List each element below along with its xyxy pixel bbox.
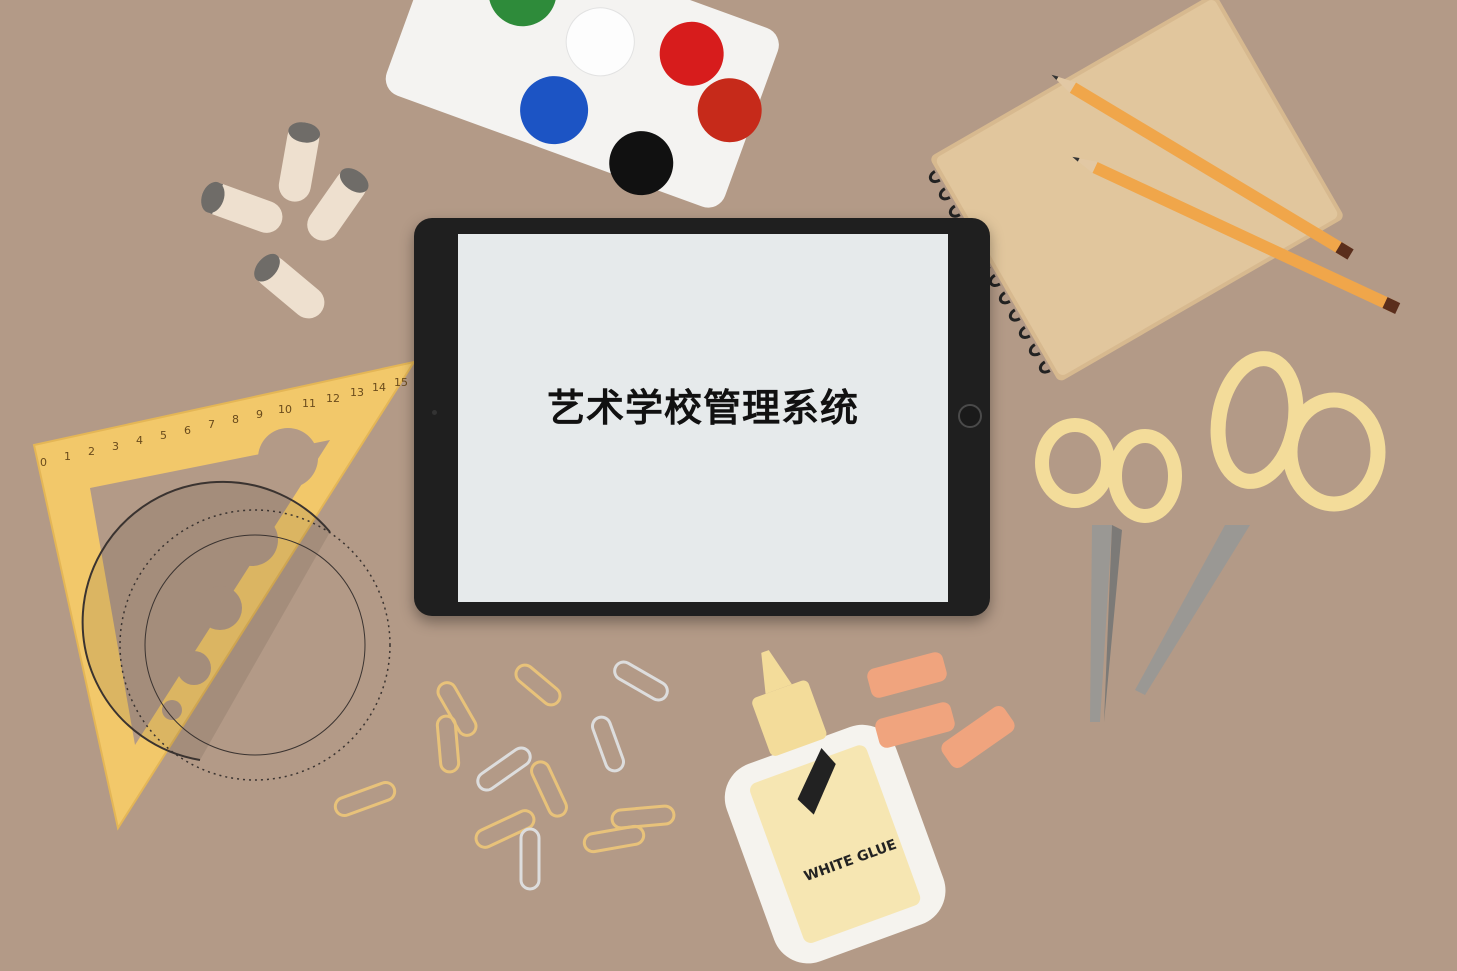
capsule-erasers bbox=[201, 122, 369, 319]
paper-clips bbox=[333, 660, 676, 891]
svg-text:1: 1 bbox=[64, 450, 71, 463]
page-title: 艺术学校管理系统 bbox=[546, 385, 859, 430]
svg-text:14: 14 bbox=[372, 381, 386, 394]
svg-text:6: 6 bbox=[184, 424, 191, 437]
svg-text:13: 13 bbox=[350, 386, 364, 399]
protractor bbox=[81, 480, 391, 781]
svg-text:0: 0 bbox=[40, 456, 47, 469]
svg-text:10: 10 bbox=[278, 403, 292, 416]
svg-text:3: 3 bbox=[112, 440, 119, 453]
scissors-large bbox=[1135, 351, 1386, 695]
svg-text:5: 5 bbox=[160, 429, 167, 442]
watercolor-palette bbox=[385, 0, 779, 208]
svg-text:15: 15 bbox=[394, 376, 408, 389]
scissors-small bbox=[1035, 418, 1182, 722]
svg-text:4: 4 bbox=[136, 434, 143, 447]
tablet: 艺术学校管理系统 bbox=[414, 218, 990, 616]
svg-text:7: 7 bbox=[208, 418, 215, 431]
glue-bottle: WHITE GLUE bbox=[724, 650, 946, 964]
svg-text:8: 8 bbox=[232, 413, 239, 426]
tablet-camera bbox=[432, 410, 437, 415]
svg-text:9: 9 bbox=[256, 408, 263, 421]
svg-text:12: 12 bbox=[326, 392, 340, 405]
tablet-screen: 艺术学校管理系统 bbox=[458, 234, 948, 602]
svg-text:2: 2 bbox=[88, 445, 95, 458]
home-button[interactable] bbox=[958, 404, 982, 428]
orange-erasers bbox=[867, 652, 1015, 768]
svg-text:11: 11 bbox=[302, 397, 316, 410]
pencils bbox=[1051, 74, 1401, 314]
